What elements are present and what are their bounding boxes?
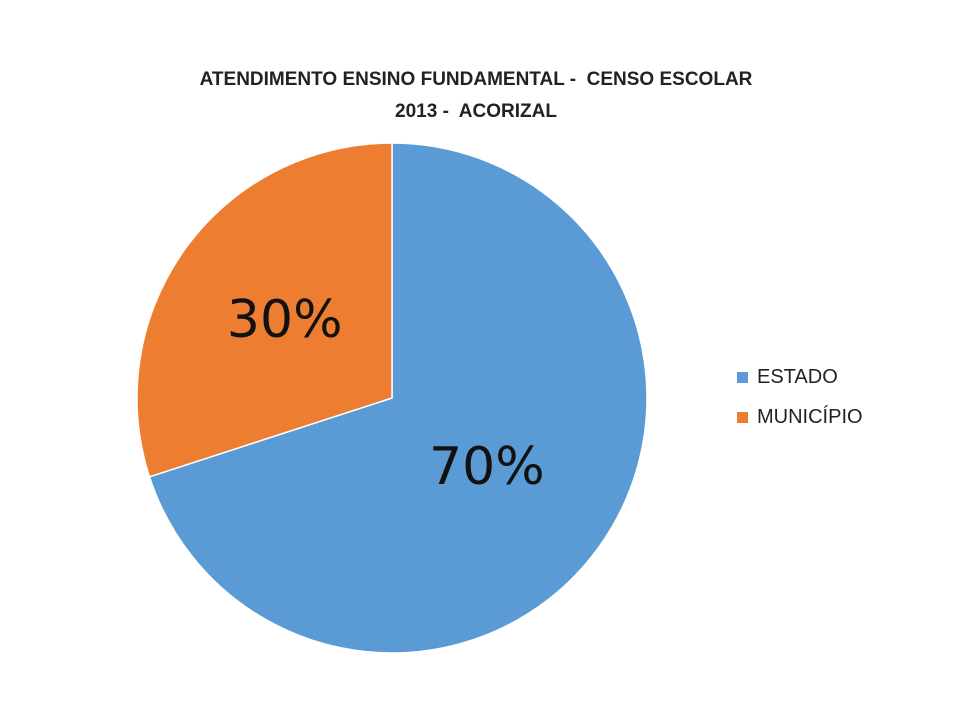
slice-label-municipio: 30%	[227, 290, 343, 350]
slice-label-estado: 70%	[429, 437, 545, 497]
chart-legend: ESTADO MUNICÍPIO	[737, 364, 863, 444]
legend-item-municipio: MUNICÍPIO	[737, 404, 863, 430]
legend-swatch-municipio	[737, 411, 748, 423]
legend-label-estado: ESTADO	[757, 365, 838, 388]
chart-title: ATENDIMENTO ENSINO FUNDAMENTAL - CENSO E…	[199, 69, 753, 122]
pie-slice-estado	[148, 142, 648, 654]
pie-slice-municipio	[136, 142, 393, 478]
legend-label-municipio: MUNICÍPIO	[757, 405, 863, 428]
legend-item-estado: ESTADO	[737, 364, 863, 390]
legend-swatch-estado	[737, 371, 748, 383]
